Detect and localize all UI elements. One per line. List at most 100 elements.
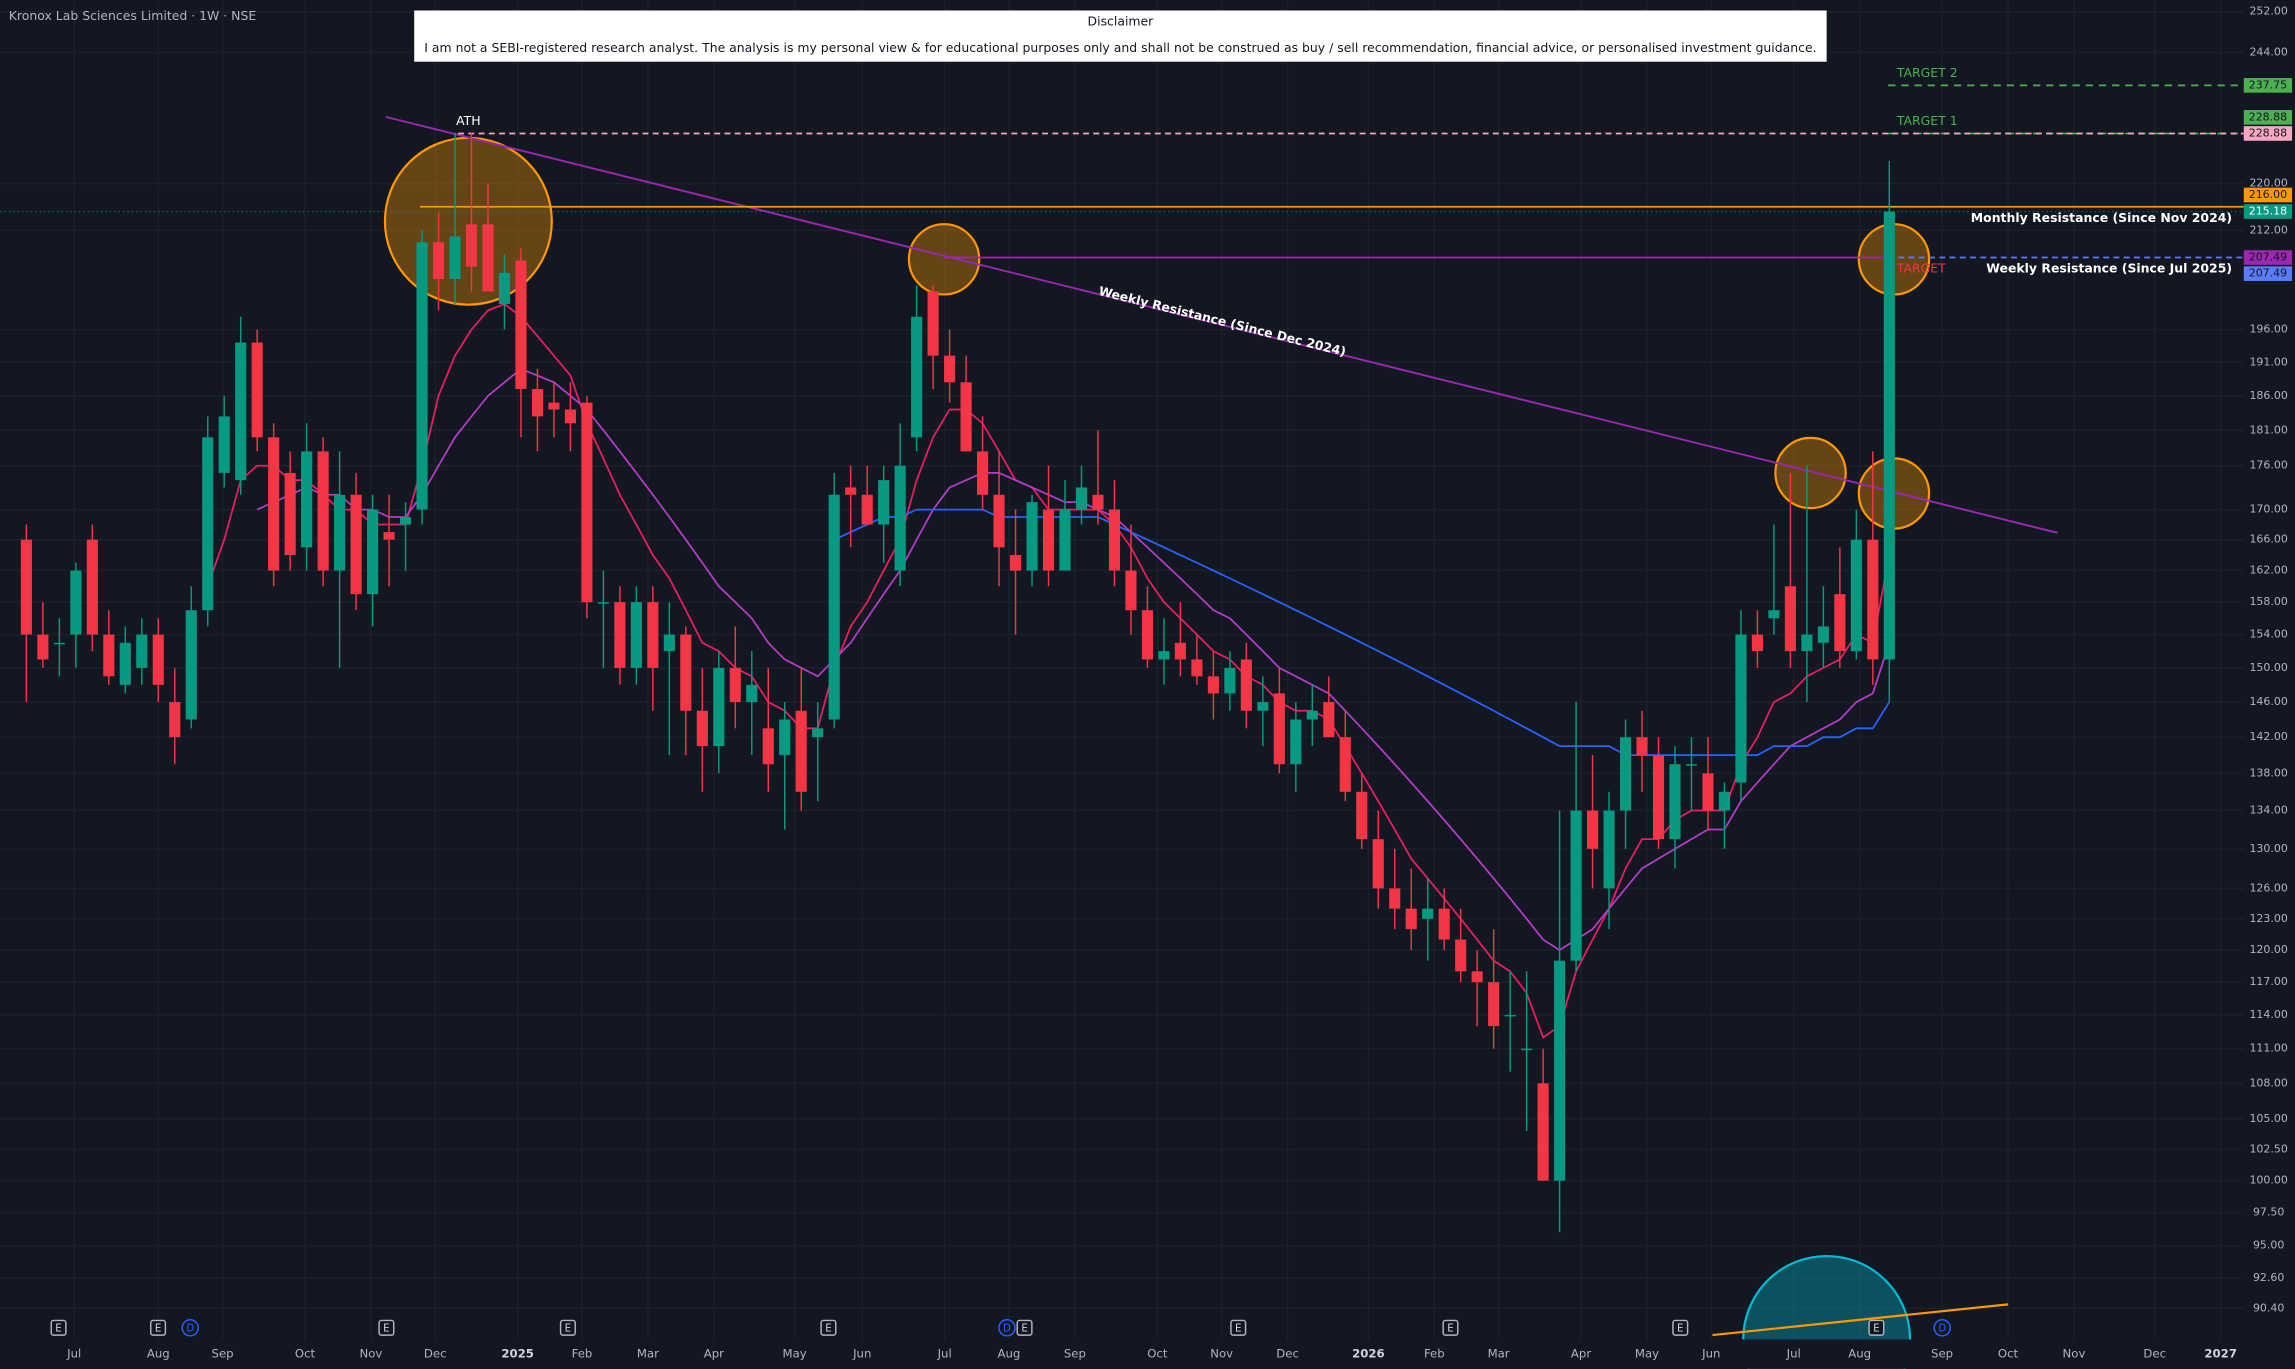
event-label: E	[1447, 1323, 1453, 1335]
price-badge	[2243, 187, 2293, 203]
y-tick-label: 191.00	[2249, 355, 2287, 368]
trend-line	[385, 115, 2058, 534]
candle-body	[284, 472, 296, 556]
moving-average-line	[256, 367, 1891, 952]
candle-body	[317, 451, 329, 571]
candle-body	[1290, 719, 1302, 765]
y-tick-label: 90.40	[2253, 1301, 2284, 1314]
x-tick-label: Mar	[637, 1347, 659, 1361]
event-label: D	[1938, 1323, 1946, 1335]
candle-body	[1702, 773, 1714, 811]
candle-body	[20, 539, 32, 635]
y-tick-label: 134.00	[2249, 804, 2287, 817]
candle-body	[1257, 702, 1269, 711]
price-badge-label: 207.49	[2249, 251, 2287, 264]
candle-body	[878, 480, 890, 525]
candle-body	[1059, 509, 1071, 571]
time-axis	[0, 1339, 2244, 1369]
event-label: E	[1021, 1323, 1027, 1335]
candle-body	[1537, 1083, 1549, 1181]
x-tick-label: Mar	[1488, 1347, 1510, 1361]
x-tick-label: 2025	[501, 1347, 534, 1361]
candle-body	[845, 487, 857, 495]
axes: 252.00 244.00 220.00 212.00 196.00 191.00 186.…	[66, 5, 2293, 1361]
level-label: Monthly Resistance (Since Nov 2024)	[1971, 210, 2232, 225]
highlight-circle	[383, 136, 553, 306]
x-tick-label: Apr	[704, 1347, 724, 1361]
candle-body	[614, 602, 626, 668]
y-tick-label: 154.00	[2249, 628, 2287, 641]
candle-body	[1009, 555, 1022, 571]
candle-body	[152, 634, 164, 685]
candle-body	[531, 389, 544, 417]
price-badge	[2243, 110, 2293, 125]
y-tick-label: 146.00	[2249, 695, 2287, 708]
candle-body	[202, 437, 214, 611]
candle-body	[1141, 610, 1154, 660]
y-tick-label: 220.00	[2249, 176, 2287, 189]
x-tick-label: May	[783, 1347, 807, 1361]
candle-body	[1339, 737, 1351, 792]
y-tick-label: 162.00	[2249, 564, 2287, 577]
candle-body	[498, 272, 511, 305]
earnings-marker	[1230, 1319, 1247, 1336]
x-tick-label: Jul	[937, 1347, 952, 1361]
moving-average-line	[833, 508, 1891, 757]
candle-body	[1488, 982, 1500, 1027]
y-tick-label: 102.50	[2249, 1142, 2287, 1155]
y-tick-label: 170.00	[2249, 503, 2287, 516]
x-tick-label: Dec	[424, 1347, 447, 1361]
y-tick-label: 100.00	[2249, 1174, 2287, 1187]
candle-body	[1125, 570, 1137, 611]
candle-body	[1240, 659, 1252, 711]
candle-body	[861, 494, 873, 525]
price-badge-label: 207.49	[2249, 267, 2287, 280]
price-badge	[2243, 126, 2293, 141]
candle-body	[762, 728, 774, 765]
candle-body	[1570, 810, 1582, 961]
candle-body	[581, 402, 593, 603]
y-tick-label: 92.60	[2253, 1271, 2284, 1284]
disclaimer-box	[414, 10, 1827, 62]
earnings-marker	[150, 1319, 167, 1336]
candle-body	[911, 316, 923, 438]
x-tick-label: 2027	[2204, 1347, 2237, 1361]
level-label: ATH	[456, 113, 480, 128]
earnings-marker	[820, 1319, 837, 1336]
candle-body	[630, 602, 642, 668]
candle-body	[894, 465, 906, 571]
earnings-marker	[50, 1319, 67, 1336]
x-tick-label: Nov	[360, 1347, 383, 1361]
candle-body	[251, 342, 263, 438]
y-tick-label: 111.00	[2249, 1042, 2287, 1055]
candle-body	[432, 242, 445, 279]
event-label: E	[1873, 1323, 1879, 1335]
event-label: E	[825, 1323, 831, 1335]
candle-body	[482, 224, 494, 292]
candle-body	[301, 451, 313, 548]
candle-body	[1422, 908, 1434, 919]
candle-body	[350, 494, 362, 595]
candle-body	[1389, 888, 1401, 909]
x-tick-label: 2026	[1352, 1347, 1385, 1361]
y-tick-label: 252.00	[2249, 5, 2287, 18]
candle-body	[334, 494, 346, 571]
event-label: E	[155, 1323, 161, 1335]
y-tick-label: 176.00	[2249, 459, 2287, 472]
y-tick-label: 120.00	[2249, 943, 2287, 956]
candle-body	[1306, 710, 1318, 720]
x-tick-label: Feb	[572, 1347, 593, 1361]
candle-body	[136, 634, 148, 668]
candle-body	[1718, 791, 1731, 811]
candle-body	[1075, 487, 1088, 510]
x-tick-label: Jun	[1701, 1347, 1720, 1361]
candle-body	[1867, 539, 1879, 660]
candle-body	[1207, 676, 1219, 694]
candle-body	[383, 532, 395, 540]
candle-body	[1438, 908, 1450, 940]
x-tick-label: Aug	[1848, 1347, 1871, 1361]
candle-body	[399, 517, 412, 525]
candle-body	[696, 710, 708, 747]
candle-body	[1471, 971, 1483, 983]
candle-body	[1026, 502, 1038, 571]
